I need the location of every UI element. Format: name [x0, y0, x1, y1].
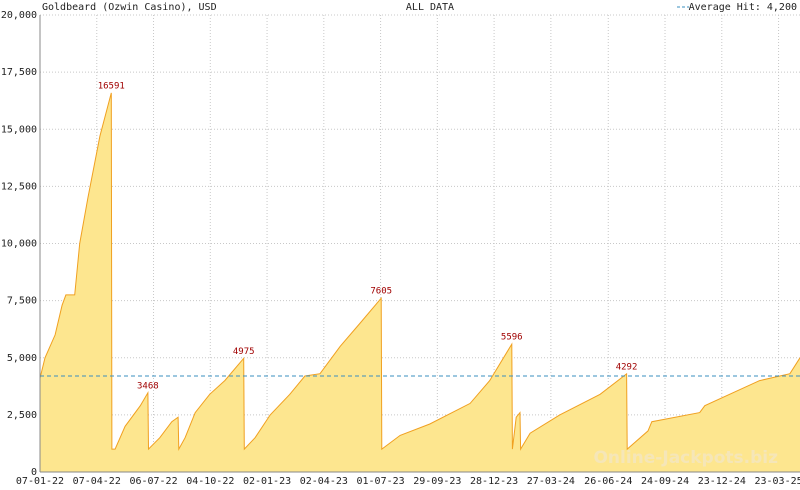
x-tick-label: 28-12-23 [470, 476, 518, 487]
data-label: 5596 [501, 333, 523, 343]
data-label: 4292 [616, 362, 638, 372]
data-label: 3468 [137, 381, 159, 391]
x-tick-label: 07-04-22 [73, 476, 121, 487]
area-line [39, 92, 800, 451]
x-tick-label: 27-03-24 [527, 476, 575, 487]
x-tick-label: 01-07-23 [356, 476, 404, 487]
y-tick-label: 5,000 [7, 353, 37, 364]
chart-title: Goldbeard (Ozwin Casino), USD [42, 2, 217, 13]
x-tick-label: 23-03-25 [754, 476, 800, 487]
legend-label: Average Hit: 4,200 [689, 2, 797, 13]
area-fill [40, 92, 800, 473]
chart-subtitle: ALL DATA [406, 2, 454, 13]
x-tick-label: 07-01-22 [16, 476, 64, 487]
y-tick-label: 2,500 [7, 410, 37, 421]
y-tick-label: 20,000 [1, 10, 37, 21]
x-tick-label: 02-01-23 [243, 476, 291, 487]
x-tick-label: 26-06-24 [584, 476, 632, 487]
x-tick-label: 04-10-22 [186, 476, 234, 487]
data-label: 7605 [370, 287, 392, 297]
y-tick-label: 15,000 [1, 124, 37, 135]
data-label: 4975 [233, 347, 255, 357]
y-tick-label: 7,500 [7, 296, 37, 307]
data-label: 16591 [98, 81, 125, 91]
x-tick-label: 06-07-22 [129, 476, 177, 487]
y-tick-label: 0 [31, 467, 37, 478]
x-tick-label: 23-12-24 [698, 476, 746, 487]
watermark: Online-Jackpots.biz [593, 448, 778, 468]
y-tick-label: 10,000 [1, 239, 37, 250]
x-tick-label: 02-04-23 [300, 476, 348, 487]
x-tick-label: 29-09-23 [413, 476, 461, 487]
y-tick-label: 17,500 [1, 67, 37, 78]
y-tick-label: 12,500 [1, 181, 37, 192]
x-tick-label: 24-09-24 [641, 476, 689, 487]
